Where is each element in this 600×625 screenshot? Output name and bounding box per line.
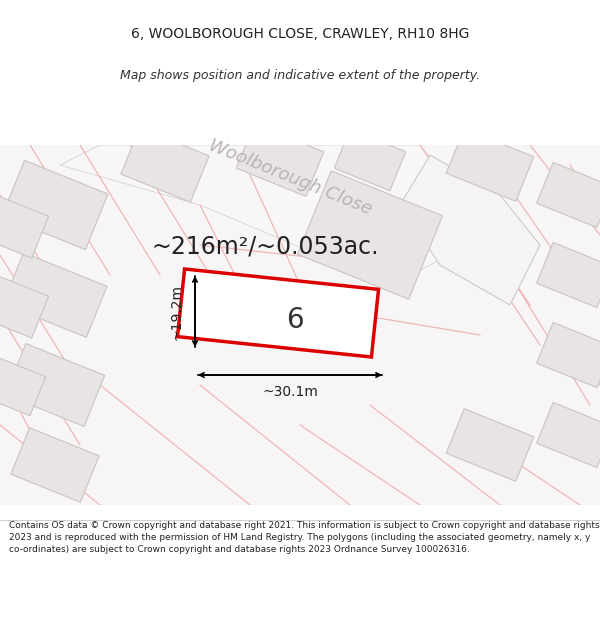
Polygon shape [334,129,406,191]
Polygon shape [60,145,490,285]
Polygon shape [0,354,46,416]
Polygon shape [536,322,600,388]
Text: Woolborough Close: Woolborough Close [206,136,374,218]
Text: Map shows position and indicative extent of the property.: Map shows position and indicative extent… [120,69,480,82]
Polygon shape [536,242,600,308]
Text: ~30.1m: ~30.1m [262,385,318,399]
Polygon shape [11,428,99,503]
Polygon shape [178,269,379,357]
Text: 6: 6 [286,306,304,334]
Text: ~216m²/~0.053ac.: ~216m²/~0.053ac. [151,235,379,259]
Text: 6, WOOLBOROUGH CLOSE, CRAWLEY, RH10 8HG: 6, WOOLBOROUGH CLOSE, CRAWLEY, RH10 8HG [131,28,469,41]
Polygon shape [446,129,534,201]
Text: Contains OS data © Crown copyright and database right 2021. This information is : Contains OS data © Crown copyright and d… [9,521,599,554]
Polygon shape [400,155,540,305]
Polygon shape [446,409,534,481]
Polygon shape [536,402,600,468]
Polygon shape [5,344,105,426]
Text: ~19.2m: ~19.2m [169,284,183,339]
Polygon shape [236,124,324,196]
Polygon shape [298,171,442,299]
Polygon shape [0,272,49,338]
Polygon shape [121,127,209,202]
Polygon shape [2,161,108,249]
Polygon shape [0,192,49,258]
Polygon shape [536,162,600,228]
Polygon shape [3,253,107,338]
